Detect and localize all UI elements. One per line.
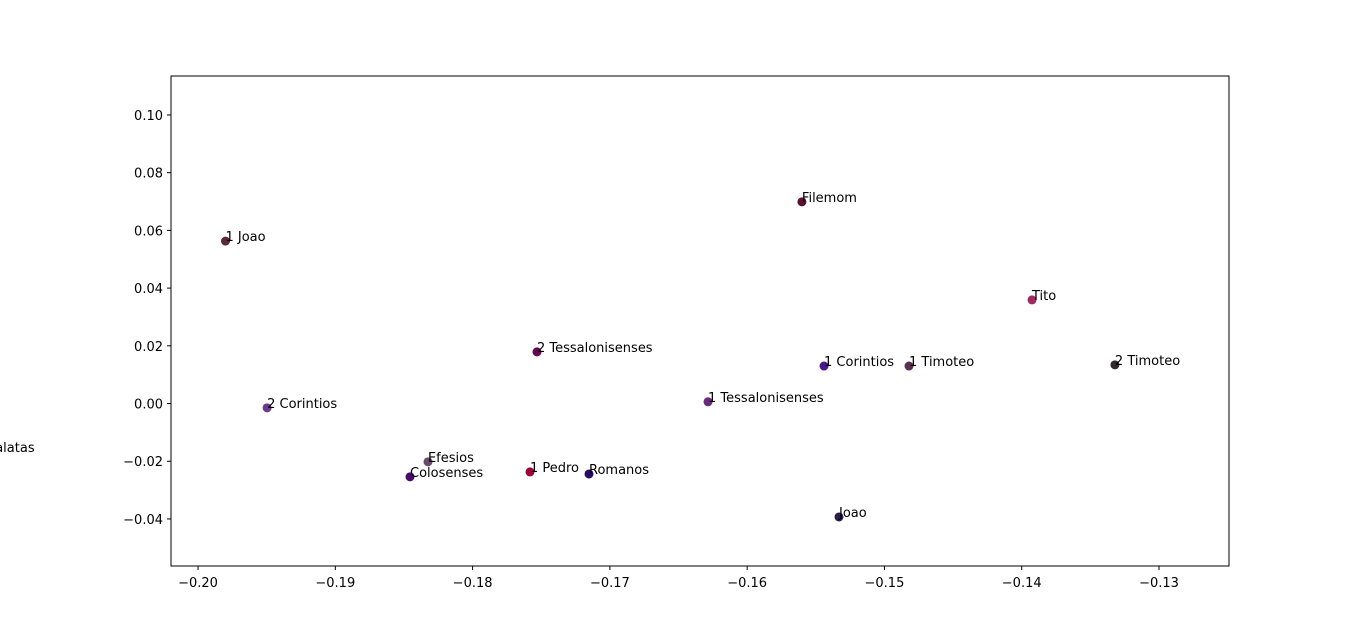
point-label: Efesios bbox=[428, 451, 474, 466]
point-label: 1 Timoteo bbox=[909, 355, 974, 370]
point bbox=[584, 469, 594, 479]
points bbox=[220, 197, 1120, 522]
y-tick-label: 0.08 bbox=[134, 167, 163, 182]
point-label: Joao bbox=[838, 506, 867, 521]
y-tick-label: 0.00 bbox=[134, 398, 163, 413]
point-label: 1 Corintios bbox=[824, 355, 894, 370]
y-tick-label: 0.10 bbox=[134, 109, 163, 124]
point bbox=[797, 197, 807, 207]
point bbox=[819, 361, 829, 371]
x-tick-label: −0.16 bbox=[727, 576, 767, 591]
x-tick-label: −0.13 bbox=[1139, 576, 1179, 591]
point-label: Galatas bbox=[0, 441, 35, 456]
point bbox=[525, 467, 535, 477]
x-tick-label: −0.19 bbox=[315, 576, 355, 591]
point bbox=[703, 397, 713, 407]
y-tick-label: −0.02 bbox=[123, 455, 163, 470]
point-label: Colosenses bbox=[410, 466, 483, 481]
point-label: 2 Timoteo bbox=[1115, 354, 1180, 369]
x-tick-label: −0.17 bbox=[590, 576, 630, 591]
y-tick-label: 0.04 bbox=[134, 282, 163, 297]
point-label: 1 Joao bbox=[225, 230, 265, 245]
point-label: 2 Corintios bbox=[267, 397, 337, 412]
x-tick-label: −0.14 bbox=[1002, 576, 1042, 591]
point bbox=[405, 472, 415, 482]
point bbox=[834, 512, 844, 522]
point-label: 1 Tessalonisenses bbox=[708, 391, 824, 406]
axes-frame bbox=[170, 75, 1230, 567]
y-tick-label: 0.06 bbox=[134, 224, 163, 239]
y-tick-label: 0.02 bbox=[134, 340, 163, 355]
point-label: Filemom bbox=[802, 191, 857, 206]
point bbox=[904, 361, 914, 371]
y-tick-label: −0.04 bbox=[123, 513, 163, 528]
x-tick-label: −0.20 bbox=[178, 576, 218, 591]
point bbox=[220, 236, 230, 246]
point bbox=[1110, 360, 1120, 370]
point bbox=[532, 347, 542, 357]
point-label: 1 Pedro bbox=[530, 461, 579, 476]
point-label: 2 Tessalonisenses bbox=[537, 341, 653, 356]
point bbox=[1027, 295, 1037, 305]
point-label: Tito bbox=[1031, 289, 1056, 304]
point-label: Romanos bbox=[589, 463, 649, 478]
x-tick-label: −0.15 bbox=[865, 576, 905, 591]
point bbox=[423, 457, 433, 467]
x-tick-label: −0.18 bbox=[453, 576, 493, 591]
point bbox=[262, 403, 272, 413]
